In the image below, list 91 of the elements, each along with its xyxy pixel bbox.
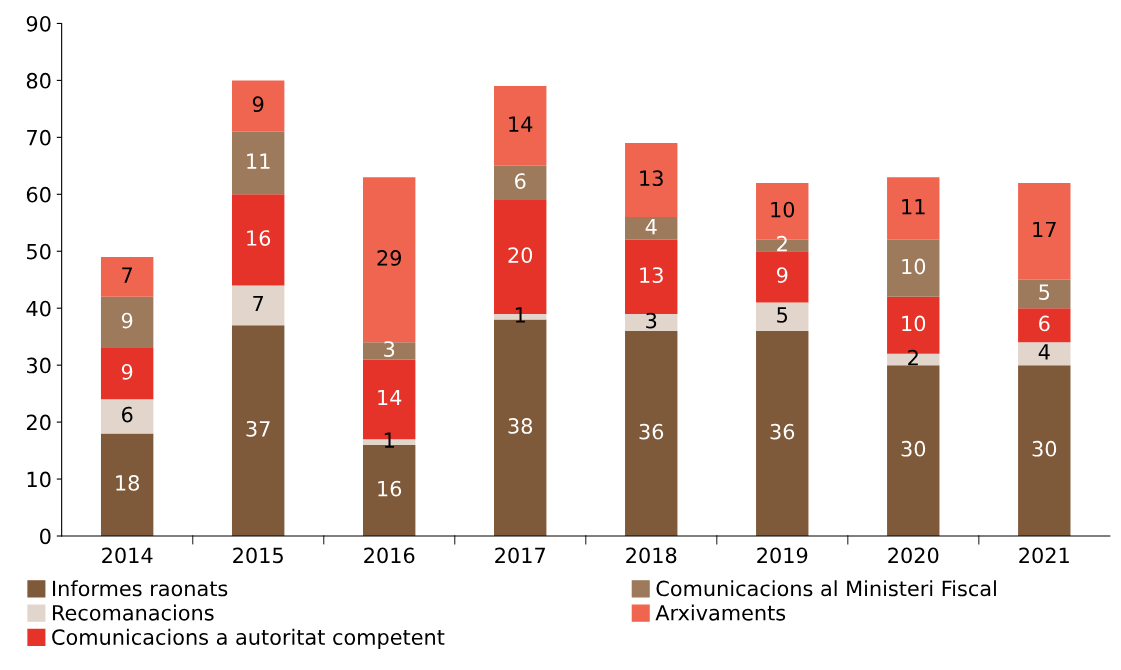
y-tick-label: 80: [26, 72, 51, 89]
legend-label: Comunicacions a autoritat competent: [52, 628, 445, 650]
bar: [231, 131, 285, 195]
bar: [494, 165, 547, 200]
data-label: 37: [246, 420, 270, 437]
bar: [362, 342, 416, 360]
data-label: 14: [378, 389, 402, 406]
data-label: 5: [777, 307, 788, 323]
data-label: 11: [902, 199, 925, 215]
bar: [887, 177, 940, 240]
data-label: 30: [901, 440, 926, 457]
x-tick-label: 2018: [626, 547, 677, 564]
data-label: 36: [639, 423, 664, 440]
bar: [231, 194, 285, 286]
data-label: 29: [377, 250, 401, 266]
data-label: 2: [777, 235, 787, 252]
data-label: 9: [121, 312, 133, 329]
data-label: 3: [384, 341, 395, 357]
bar: [100, 433, 154, 536]
x-tick-label: 2021: [1019, 547, 1069, 564]
data-label: 17: [1033, 221, 1056, 238]
bar: [100, 256, 154, 297]
data-label: 20: [508, 247, 533, 263]
bar: [100, 296, 154, 349]
bar: [625, 217, 678, 240]
data-label: 6: [515, 173, 526, 189]
y-tick-label: 50: [27, 243, 51, 260]
data-label: 13: [640, 170, 663, 187]
bar: [231, 285, 285, 326]
legend-label: Comunicacions al Ministeri Fiscal: [656, 580, 996, 597]
bar: [625, 313, 678, 331]
data-label: 4: [1038, 344, 1050, 360]
data-label: 16: [378, 480, 402, 497]
y-tick-label: 40: [26, 300, 51, 317]
x-tick-label: 2016: [364, 547, 415, 564]
bar: [756, 251, 809, 303]
x-tick-label: 2014: [102, 547, 153, 564]
data-label: 13: [640, 267, 663, 283]
bar: [887, 365, 940, 536]
data-label: 7: [122, 267, 133, 283]
y-tick-label: 70: [27, 129, 51, 146]
data-label: 11: [247, 153, 270, 169]
bar: [1018, 342, 1071, 366]
data-label: 2: [908, 349, 918, 366]
bar: [625, 330, 678, 536]
data-label: 16: [247, 230, 271, 246]
legend-label: Recomanacions: [53, 604, 214, 621]
data-label: 10: [902, 258, 926, 275]
y-tick-label: 60: [26, 186, 51, 203]
bar: [756, 330, 809, 536]
data-label: 9: [252, 96, 264, 113]
data-label: 10: [771, 201, 795, 218]
bar: [231, 80, 285, 132]
x-tick-label: 2017: [495, 547, 545, 564]
bar: [494, 86, 547, 166]
y-tick-label: 90: [26, 15, 51, 32]
x-tick-label: 2020: [888, 547, 939, 564]
data-label: 10: [902, 315, 926, 332]
data-label: 38: [508, 418, 533, 434]
legend-label: Informes raonats: [53, 580, 228, 597]
data-label: 30: [1032, 440, 1057, 457]
x-tick-label: 2019: [757, 547, 808, 564]
bar: [231, 325, 285, 536]
data-label: 36: [770, 423, 795, 440]
bar: [1018, 308, 1071, 343]
bar: [625, 143, 678, 218]
bar: [362, 177, 416, 343]
data-label: 9: [776, 267, 788, 283]
data-label: 5: [1039, 284, 1050, 301]
y-tick-label: 10: [27, 471, 51, 488]
legend-label: Arxivaments: [655, 604, 786, 621]
data-label: 7: [253, 295, 264, 312]
data-label: 6: [121, 406, 133, 423]
bar: [1018, 365, 1071, 536]
bar: [100, 348, 154, 400]
data-label: 18: [116, 475, 139, 491]
bar: [756, 302, 809, 331]
x-tick-label: 2015: [233, 547, 283, 564]
y-tick-label: 30: [27, 357, 51, 374]
bar: [1018, 279, 1071, 309]
bar: [887, 239, 940, 297]
bar: [100, 399, 154, 434]
data-label: 14: [509, 116, 533, 132]
bar: [1018, 182, 1071, 280]
y-tick-label: 0: [40, 528, 51, 545]
bar: [625, 239, 678, 314]
data-label: 6: [1039, 315, 1050, 332]
data-label: 3: [646, 312, 657, 329]
data-label: 9: [121, 363, 133, 380]
y-tick-label: 20: [26, 414, 51, 431]
data-label: 4: [645, 219, 657, 235]
